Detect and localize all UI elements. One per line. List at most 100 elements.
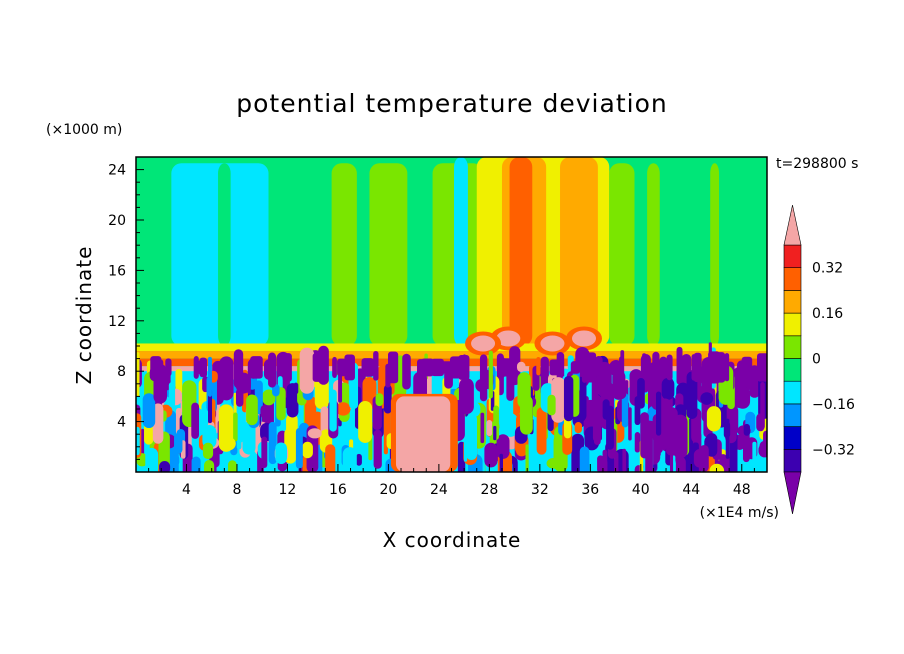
y-tick-label: 16 (108, 263, 126, 279)
colorbar: 0.32 0.16 0 −0.16 −0.32 (783, 204, 855, 515)
colorbar-bin (783, 448, 802, 473)
turbulent-cell (634, 396, 641, 426)
y-tick-label: 20 (108, 213, 126, 229)
turbulent-cell (208, 388, 213, 424)
y-axis-ticks: 4 8 12 16 20 24 (108, 163, 144, 460)
turbulent-cell (242, 421, 256, 455)
y-tick-label: 4 (117, 415, 126, 431)
turbulent-cell (159, 461, 171, 472)
x-axis-label: X coordinate (383, 528, 522, 552)
turbulent-cell (595, 374, 608, 388)
colorbar-label: 0.32 (812, 261, 843, 277)
turbulent-cell (152, 403, 164, 444)
x-tick-label: 48 (733, 482, 751, 498)
x-tick-label: 8 (232, 482, 241, 498)
top-edge-purple (693, 352, 702, 383)
turbulent-cell (261, 436, 268, 468)
turbulent-cell (317, 444, 323, 472)
turbulent-cell (235, 372, 251, 394)
turbulent-cell (286, 413, 298, 448)
light-green-band (710, 163, 720, 346)
warm-plume-mid (560, 157, 598, 346)
turbulent-cell (615, 386, 627, 400)
x-tick-label: 16 (329, 482, 347, 498)
turbulent-cell (172, 455, 180, 466)
turbulent-cell (272, 384, 280, 397)
turbulent-cell (547, 394, 556, 416)
turbulent-cell (661, 377, 675, 400)
colorbar-bin (783, 335, 802, 359)
top-edge-purple (581, 351, 588, 383)
plume-bulge (572, 330, 597, 347)
x-tick-label: 24 (430, 482, 448, 498)
turbulent-cell (142, 393, 156, 429)
turbulent-cell (756, 413, 765, 432)
contour-field (136, 157, 767, 472)
top-edge-purple (680, 360, 690, 374)
light-green-band (647, 163, 660, 346)
chart-title: potential temperature deviation (236, 89, 667, 118)
turbulent-cell (191, 456, 201, 472)
colorbar-bin (783, 358, 802, 382)
colorbar-bin (783, 267, 802, 291)
top-edge-purple (666, 354, 673, 381)
colorbar-label: −0.16 (812, 397, 855, 413)
turbulent-cell (174, 433, 183, 454)
turbulent-cell (228, 460, 237, 472)
top-edge-purple (165, 358, 172, 377)
turbulent-cell (260, 404, 270, 419)
turbulent-cell (233, 412, 238, 442)
turbulent-cell (373, 351, 379, 381)
cyan-streak (454, 157, 468, 346)
turbulent-cell (602, 399, 610, 420)
colorbar-bin (783, 426, 802, 450)
turbulent-cell (486, 419, 493, 437)
top-edge-purple (282, 353, 292, 382)
inversion-yellow (136, 343, 767, 352)
colorbar-high-triangle (783, 204, 802, 246)
turbulent-cell (175, 368, 183, 395)
y-tick-label: 8 (117, 364, 126, 380)
light-green-band (609, 163, 635, 346)
x-tick-label: 32 (531, 482, 549, 498)
turbulent-cell (706, 433, 718, 457)
turbulent-cell (202, 425, 217, 449)
turbulent-cell (645, 432, 653, 472)
top-edge-purple (584, 352, 597, 383)
turbulent-cell (329, 389, 337, 432)
turbulent-cell (699, 365, 711, 384)
top-edge-purple (158, 359, 164, 376)
turbulent-cell (574, 421, 583, 434)
turbulent-cell (536, 407, 547, 455)
turbulent-cell (246, 394, 258, 426)
turbulent-cell (686, 371, 698, 419)
turbulent-cell (480, 412, 485, 444)
top-edge-purple (361, 358, 375, 377)
turbulent-cell (516, 361, 526, 372)
colorbar-low-triangle (783, 471, 802, 515)
top-edge-purple (332, 356, 337, 378)
turbulent-cell (342, 447, 357, 472)
top-edge-purple (619, 356, 625, 379)
colorbar-bin (783, 403, 802, 427)
turbulent-cell (634, 432, 641, 453)
turbulent-cell (168, 382, 176, 408)
turbulent-cell (676, 346, 683, 385)
turbulent-cell (655, 391, 662, 436)
turbulent-cell (699, 444, 709, 472)
colorbar-label: 0.16 (812, 306, 843, 322)
turbulent-cell (221, 437, 236, 451)
turbulent-cell (724, 353, 730, 382)
turbulent-cell (299, 347, 315, 394)
colorbar-bin (783, 312, 802, 337)
turbulent-cell (525, 444, 529, 472)
turbulent-cell (402, 353, 411, 390)
turbulent-cell (236, 402, 242, 450)
turbulent-cell (752, 441, 757, 472)
turbulent-cell (145, 447, 159, 472)
x-tick-label: 44 (682, 482, 700, 498)
turbulent-cell (276, 387, 286, 421)
turbulent-cell (262, 389, 276, 406)
cold-column-core (218, 163, 231, 346)
turbulent-cell (293, 382, 299, 395)
